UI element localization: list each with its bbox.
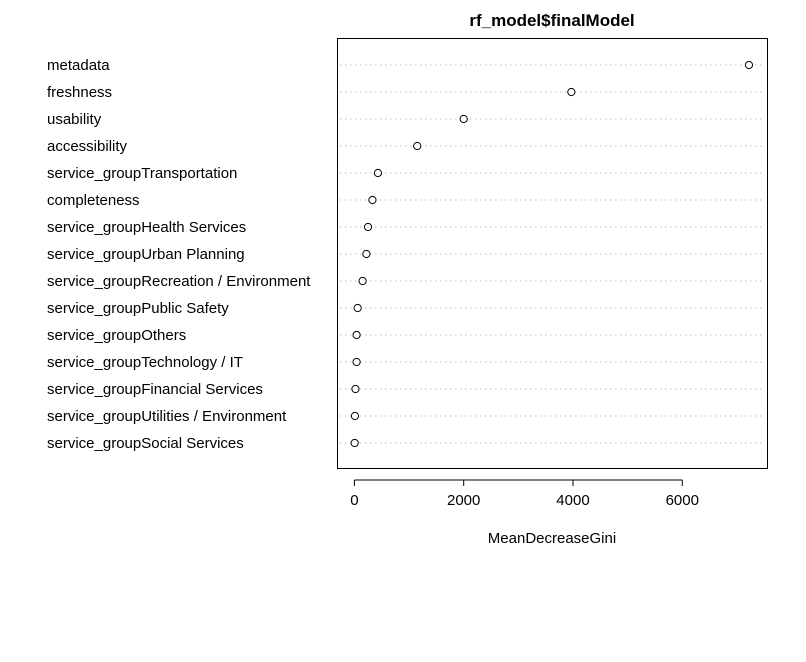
variable-label: accessibility bbox=[47, 138, 128, 155]
data-point bbox=[350, 438, 359, 448]
variable-label: service_groupTechnology / IT bbox=[47, 354, 243, 371]
variable-label: service_groupPublic Safety bbox=[47, 300, 229, 317]
guide-lines bbox=[340, 64, 765, 444]
x-tick-label: 6000 bbox=[666, 492, 699, 509]
data-point bbox=[363, 222, 373, 232]
variable-labels: metadata freshness usability accessibility s… bbox=[47, 57, 311, 452]
data-point bbox=[567, 87, 576, 97]
variable-label: service_groupUrban Planning bbox=[47, 246, 245, 263]
variable-label: service_groupFinancial Services bbox=[47, 381, 263, 398]
variable-label: service_groupHealth Services bbox=[47, 219, 246, 236]
data-point bbox=[368, 195, 377, 205]
data-point bbox=[353, 303, 362, 313]
variable-label: service_groupSocial Services bbox=[47, 435, 244, 452]
data-point bbox=[358, 276, 367, 286]
variable-label: service_groupRecreation / Environment bbox=[47, 273, 311, 290]
variable-label: metadata bbox=[47, 57, 110, 74]
variable-label: service_groupUtilities / Environment bbox=[47, 408, 287, 425]
variable-label: completeness bbox=[47, 192, 140, 209]
variable-label: service_groupOthers bbox=[47, 327, 186, 344]
variable-label: service_groupTransportation bbox=[47, 165, 237, 182]
data-points bbox=[350, 60, 754, 448]
data-point bbox=[744, 60, 754, 70]
variable-label: freshness bbox=[47, 84, 112, 101]
chart-title: rf_model$finalModel bbox=[469, 11, 634, 30]
data-point bbox=[362, 249, 371, 259]
data-point bbox=[351, 384, 360, 394]
data-point bbox=[350, 411, 360, 421]
plot-area-frame bbox=[337, 38, 768, 469]
data-point bbox=[352, 330, 361, 340]
x-tick-label: 4000 bbox=[556, 492, 589, 509]
data-point bbox=[459, 114, 468, 124]
data-point bbox=[352, 357, 361, 367]
data-point bbox=[373, 168, 382, 178]
data-point bbox=[413, 141, 422, 151]
x-axis: 0 2000 4000 6000 bbox=[350, 479, 699, 509]
variable-label: usability bbox=[47, 111, 102, 128]
x-axis-label: MeanDecreaseGini bbox=[488, 530, 616, 547]
x-tick-label: 2000 bbox=[447, 492, 480, 509]
x-tick-label: 0 bbox=[350, 492, 358, 509]
